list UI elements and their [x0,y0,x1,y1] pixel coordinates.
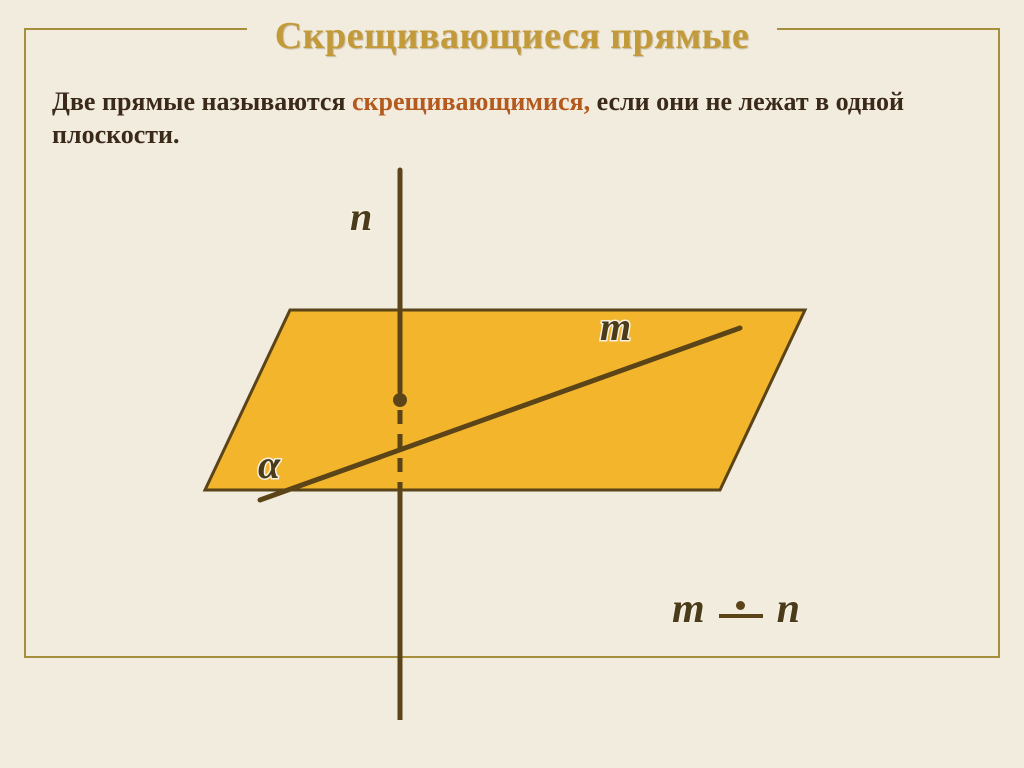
label-plane-alpha: α [258,442,281,487]
notation-n: n [777,585,800,633]
definition-highlight: скрещивающимися, [352,87,590,116]
skew-symbol-bar [719,614,763,618]
intersection-point [393,393,407,407]
slide-title: Скрещивающиеся прямые [247,14,778,58]
skew-symbol-dot [736,601,745,610]
skew-symbol [719,601,763,618]
diagram-svg: n m α [0,160,1024,720]
label-line-m: m [600,304,631,349]
definition-text: Две прямые называются скрещивающимися, е… [52,86,964,151]
diagram: n m α [0,160,1024,720]
definition-part1: Две прямые называются [52,87,352,116]
notation-m: m [672,585,705,633]
label-line-n: n [350,194,372,239]
title-container: Скрещивающиеся прямые [0,14,1024,58]
skew-notation: m n [672,585,800,633]
